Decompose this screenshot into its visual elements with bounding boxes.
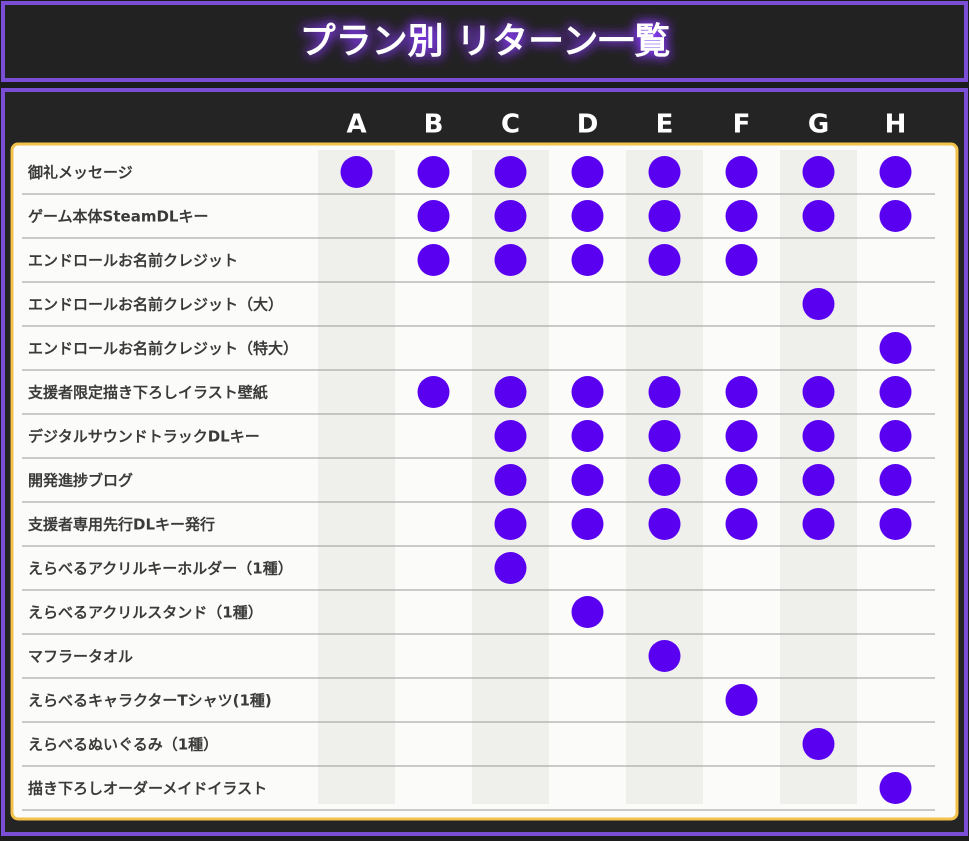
included-dot (879, 420, 912, 452)
included-dot (725, 244, 758, 276)
column-header: D (577, 110, 599, 140)
included-dot (725, 464, 758, 496)
included-dot (802, 508, 835, 540)
included-dot (648, 508, 681, 540)
included-dot (571, 420, 604, 452)
included-dot (725, 508, 758, 540)
included-dot (417, 376, 450, 408)
included-dot (648, 464, 681, 496)
title-bar (1, 1, 968, 82)
row-label: えらべるアクリルキーホルダー（1種） (28, 560, 293, 578)
included-dot (571, 464, 604, 496)
row-label: デジタルサウンドトラックDLキー (28, 428, 260, 446)
row-label: エンドロールお名前クレジット (28, 252, 238, 270)
included-dot (417, 156, 450, 188)
included-dot (879, 464, 912, 496)
column-header: C (501, 110, 520, 140)
included-dot (494, 420, 527, 452)
included-dot (494, 200, 527, 232)
included-dot (802, 288, 835, 320)
included-dot (725, 376, 758, 408)
included-dot (648, 640, 681, 672)
column-header: E (656, 110, 674, 140)
row-label: 支援者専用先行DLキー発行 (27, 516, 215, 534)
included-dot (648, 244, 681, 276)
row-label: エンドロールお名前クレジット（特大） (28, 340, 298, 358)
row-label: 支援者限定描き下ろしイラスト壁紙 (27, 384, 268, 402)
included-dot (571, 200, 604, 232)
title: プラン別 リターン一覧 (300, 21, 671, 62)
row-label: マフラータオル (28, 648, 133, 666)
row-label: 開発進捗ブログ (28, 472, 133, 490)
included-dot (725, 420, 758, 452)
included-dot (725, 200, 758, 232)
row-label: エンドロールお名前クレジット（大） (28, 296, 283, 314)
included-dot (494, 244, 527, 276)
included-dot (340, 156, 373, 188)
column-shade (318, 150, 395, 804)
included-dot (648, 420, 681, 452)
included-dot (879, 200, 912, 232)
column-header: H (885, 110, 907, 140)
included-dot (725, 156, 758, 188)
table: A B C D E F G H 御礼メッセージゲーム本体SteamDLキーエンドロールお名前クレ… (22, 110, 935, 811)
included-dot (571, 244, 604, 276)
row-label: ゲーム本体SteamDLキー (28, 208, 208, 226)
included-dot (802, 376, 835, 408)
included-dot (494, 376, 527, 408)
included-dot (879, 332, 912, 364)
included-dot (417, 244, 450, 276)
column-header: B (424, 110, 444, 140)
row-label: えらべるぬいぐるみ（1種） (28, 736, 218, 754)
row-label: 御礼メッセージ (27, 164, 133, 182)
row-label: 描き下ろしオーダーメイドイラスト (28, 780, 267, 798)
included-dot (802, 156, 835, 188)
included-dot (571, 596, 604, 628)
included-dot (879, 772, 912, 804)
included-dot (417, 200, 450, 232)
included-dot (494, 464, 527, 496)
included-dot (648, 376, 681, 408)
included-dot (648, 200, 681, 232)
included-dot (648, 156, 681, 188)
included-dot (571, 376, 604, 408)
included-dot (879, 376, 912, 408)
included-dot (494, 552, 527, 584)
column-header: A (346, 110, 366, 140)
column-header: F (733, 110, 751, 140)
included-dot (571, 156, 604, 188)
included-dot (494, 156, 527, 188)
included-dot (802, 420, 835, 452)
row-label: えらべるアクリルスタンド（1種） (28, 604, 263, 622)
included-dot (802, 200, 835, 232)
included-dot (725, 684, 758, 716)
included-dot (879, 156, 912, 188)
column-header: G (808, 110, 829, 140)
included-dot (571, 508, 604, 540)
included-dot (494, 508, 527, 540)
included-dot (802, 728, 835, 760)
included-dot (879, 508, 912, 540)
included-dot (802, 464, 835, 496)
row-label: えらべるキャラクターTシャツ(1種) (28, 692, 272, 710)
